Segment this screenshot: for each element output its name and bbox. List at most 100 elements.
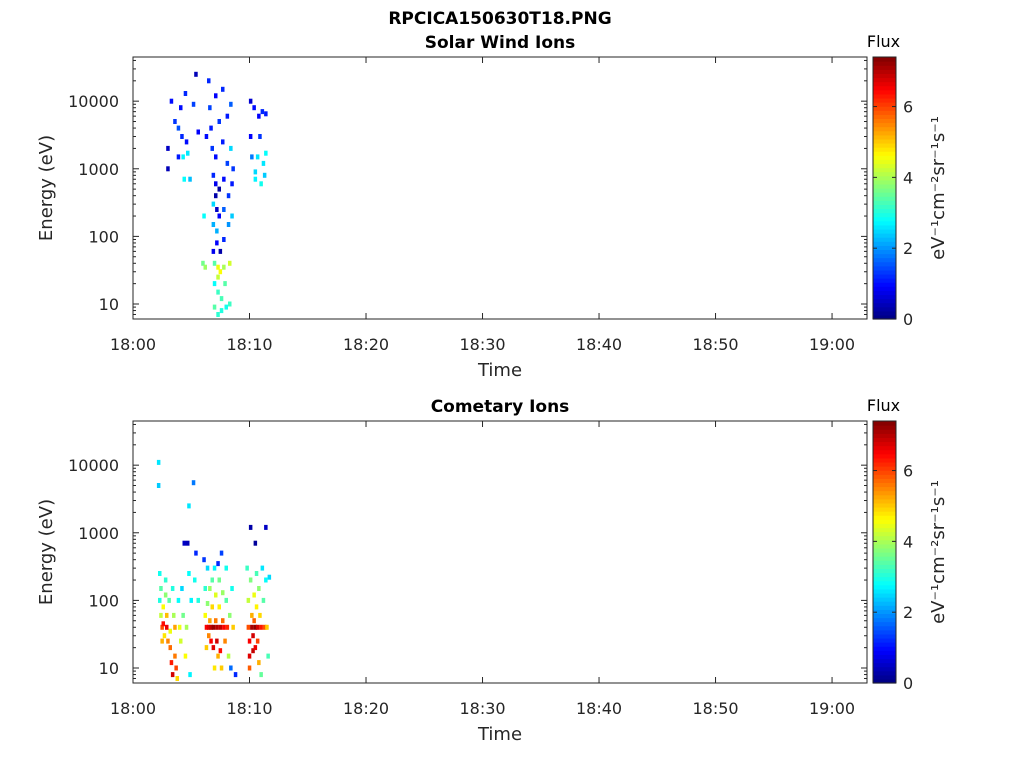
colorbar-step (873, 233, 896, 238)
y-axis-label: Energy (eV) (36, 499, 57, 605)
colorbar-tick-label: 2 (903, 603, 913, 622)
heatmap-cell (212, 281, 217, 287)
heatmap-cell (210, 145, 214, 151)
colorbar-step (873, 506, 896, 512)
colorbar-step (873, 482, 896, 488)
heatmap-cell (207, 624, 211, 630)
heatmap-cell (247, 653, 252, 659)
heatmap-cell (187, 571, 191, 576)
heatmap-cell (221, 618, 225, 624)
heatmap-cell (211, 624, 216, 630)
x-tick-label: 18:40 (576, 699, 622, 718)
colorbar-step (873, 425, 896, 430)
heatmap-cell (207, 633, 211, 639)
colorbar-step (873, 592, 896, 598)
heatmap-cell (251, 648, 255, 654)
heatmap-cell (212, 260, 217, 266)
colorbar-step (873, 539, 896, 545)
heatmap-cell (215, 638, 219, 644)
heatmap-cell (261, 597, 266, 603)
colorbar-step (873, 646, 896, 651)
x-tick-label: 18:20 (343, 699, 389, 718)
heatmap-cell (208, 105, 212, 111)
heatmap-cell (264, 524, 268, 530)
x-tick-label: 18:30 (459, 699, 505, 718)
heatmap-cell (196, 129, 200, 135)
y-axis-label: Energy (eV) (36, 135, 57, 241)
colorbar-step (873, 654, 896, 660)
colorbar-step (873, 576, 896, 582)
heatmap-cell (266, 653, 270, 659)
heatmap-cell (166, 638, 170, 644)
heatmap-cell (228, 260, 232, 266)
axes-box (132, 56, 868, 320)
colorbar-step (873, 93, 896, 99)
heatmap-cell (217, 186, 221, 192)
x-tick-label: 18:30 (459, 335, 505, 354)
heatmap-cell (210, 604, 214, 610)
colorbar-step (873, 134, 896, 140)
colorbar-step (873, 171, 896, 177)
colorbar-step (873, 666, 896, 672)
colorbar-title: Flux (867, 396, 900, 415)
heatmap-cell (212, 304, 217, 310)
x-tick-label: 18:20 (343, 335, 389, 354)
heatmap-cell (159, 612, 163, 618)
heatmap-cell (230, 586, 234, 591)
heatmap-cell (161, 604, 165, 610)
colorbar-step (873, 633, 896, 639)
heatmap-cell (203, 264, 207, 270)
colorbar-step (873, 175, 896, 181)
colorbar-step (873, 241, 896, 246)
heatmap-cell (215, 240, 219, 246)
colorbar-step (873, 523, 896, 529)
heatmap-cell (255, 154, 260, 160)
heatmap-cell (257, 113, 261, 119)
heatmap-cell (173, 653, 177, 659)
heatmap-cell (165, 612, 169, 618)
colorbar-step (873, 597, 896, 602)
heatmap-cell (229, 145, 233, 151)
heatmap-cell (253, 540, 258, 546)
colorbar-tick-label: 0 (903, 310, 913, 329)
colorbar-step (873, 617, 896, 623)
colorbar-step (873, 531, 896, 537)
colorbar-step (873, 310, 896, 316)
heatmap-cell (188, 176, 192, 182)
heatmap-cell (177, 624, 182, 630)
colorbar-step (873, 126, 896, 132)
heatmap-cell (183, 653, 188, 659)
heatmap-cell (214, 93, 218, 99)
heatmap-cell (179, 638, 183, 644)
heatmap-cell (208, 618, 212, 624)
heatmap-cell (180, 134, 184, 139)
colorbar-step (873, 208, 896, 214)
colorbar-step (873, 220, 896, 226)
heatmap-cell (168, 628, 172, 634)
heatmap-cell (158, 597, 162, 603)
heatmap-cell (255, 638, 260, 644)
colorbar-step (873, 273, 896, 279)
x-tick-label: 18:50 (692, 699, 738, 718)
heatmap-cell (222, 237, 226, 242)
heatmap-cell (224, 597, 228, 603)
colorbar-step (873, 568, 896, 574)
colorbar-step (873, 543, 896, 549)
heatmap-cell (222, 176, 226, 182)
heatmap-cell (222, 207, 226, 212)
colorbar-step (873, 474, 896, 479)
y-tick-label: 10000 (68, 92, 119, 111)
heatmap-cell (172, 612, 176, 618)
colorbar-step (873, 159, 896, 165)
colorbar-step (873, 106, 896, 111)
colorbar-step (873, 196, 896, 201)
colorbar-step (873, 478, 896, 483)
heatmap-cell (160, 638, 164, 644)
colorbar-step (873, 564, 896, 569)
heatmap-cell (176, 597, 181, 603)
heatmap-cell (257, 660, 261, 666)
heatmap-cell (210, 577, 214, 583)
colorbar-step (873, 286, 896, 291)
heatmap-cell (211, 248, 216, 254)
colorbar-step (873, 192, 896, 197)
